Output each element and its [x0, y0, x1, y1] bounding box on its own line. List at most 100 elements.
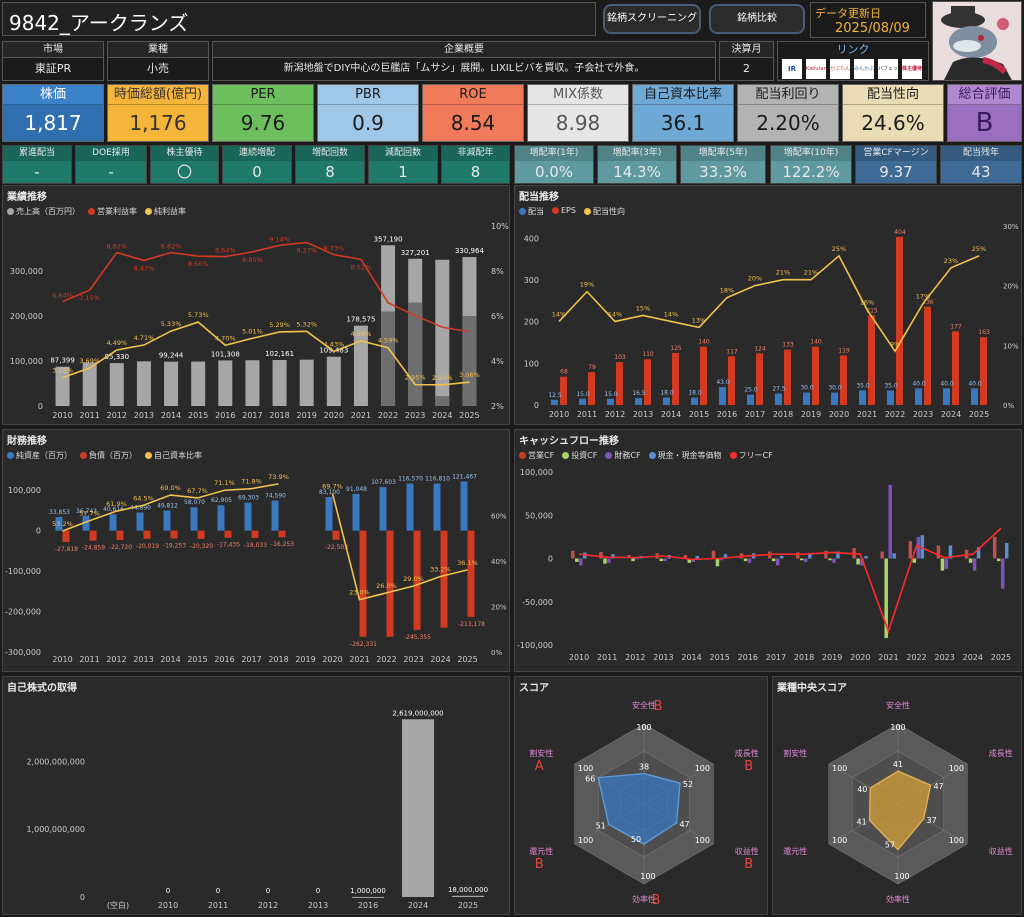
screening-button[interactable]: 銘柄スクリーニング [603, 4, 701, 34]
kpi-label: 総合評価 [948, 85, 1021, 105]
metric-label: 累進配当 [3, 146, 71, 161]
inv-cf-bar [996, 558, 1001, 562]
debt-bar [413, 530, 421, 630]
y-tick-label: 100,000 [520, 468, 553, 477]
equity-ratio-label: 36.1% [457, 559, 478, 567]
eps-label: 140 [698, 339, 710, 346]
dividend-label: 18.0 [688, 390, 702, 397]
radar-max-label: 100 [949, 764, 964, 773]
y-tick-label: 300,000 [10, 267, 43, 276]
fin-cf-bar [972, 558, 977, 571]
equity-label: 33,853 [49, 509, 70, 516]
radar-axis-label: 安全性 [632, 700, 656, 710]
radar-max-label: 100 [640, 872, 655, 881]
inv-cf-bar [940, 558, 945, 571]
dividend-chart: 0 100 200 300 400 0% 10% 20% 30% 12.5 68 2010 15.0 79… [524, 223, 1019, 419]
x-tick-label: 2010 [158, 901, 178, 910]
equity-bar [136, 512, 144, 531]
kpi-label: ROE [423, 85, 523, 105]
payout-label: 25% [972, 245, 986, 253]
dividend-label: 27.5 [772, 386, 786, 393]
equity-ratio-label: 53.2% [52, 520, 73, 528]
inv-cf-bar [800, 558, 804, 561]
fin-cf-bar [579, 558, 583, 566]
debt-label: -262,331 [350, 641, 377, 648]
update-date-box: データ更新日 2025/08/09 [810, 2, 926, 38]
legend-cash-dot [648, 452, 656, 459]
x-tick-label: 2018 [794, 653, 814, 662]
inv-cf-bar [743, 558, 748, 562]
eps-label: 125 [670, 345, 682, 352]
op-margin-label: 8.82% [161, 243, 182, 251]
eps-label: 215 [866, 308, 878, 315]
legend-debt-dot [80, 452, 87, 459]
market-value: 東証PR [34, 62, 72, 75]
legend-ratio-dot [145, 452, 152, 459]
net-margin-label: 3.06% [459, 371, 480, 379]
op-margin-label: 9.14% [269, 235, 290, 243]
op-cf-bar [571, 550, 575, 559]
dividend-bar [971, 388, 978, 405]
equity-ratio-label: 71.8% [241, 478, 262, 486]
cashflow-title: キャッシュフロー推移 [519, 436, 619, 447]
dividend-label: 43.0 [716, 379, 730, 386]
net-margin-label: 4.89% [351, 330, 372, 338]
op-margin-label: 8.73% [323, 245, 344, 253]
mascot-avatar [932, 1, 1022, 81]
y2-tick-label: 10% [1003, 342, 1019, 350]
metric-label: 減配回数 [369, 146, 437, 161]
irbank-link-icon[interactable]: IR BANK [782, 59, 804, 93]
op-margin-label: 8.66% [188, 260, 209, 268]
net-margin-line [62, 321, 470, 386]
eps-label: 103 [614, 354, 626, 361]
industry-value: 小売 [147, 62, 169, 75]
equity-ratio-label: 57.7% [79, 510, 100, 518]
y-tick-label: -100,000 [5, 567, 41, 576]
cashflow-panel: キャッシュフロー推移 営業CF 投資CF 財務CF 現金・現金等価物 フリーCF… [514, 429, 1022, 672]
x-tick-label: 2020 [324, 411, 344, 420]
perf-legend: 売上高（百万円） 営業利益率 純利益率 [7, 206, 186, 217]
minkabu-link-icon[interactable]: みんかぶ [854, 59, 874, 79]
kpi-label: 配当性向 [843, 85, 943, 105]
kpi-card: PER 9.76 [212, 84, 314, 142]
x-tick-label: 2016 [215, 411, 235, 420]
buffett-link-icon[interactable]: バフェット [878, 59, 898, 79]
debt-label: -245,355 [404, 634, 431, 641]
compare-button[interactable]: 銘柄比較 [709, 4, 805, 34]
cash-bar [779, 555, 784, 559]
kabutan-link-icon[interactable]: Kabutan [806, 59, 826, 79]
radar-area [868, 770, 932, 851]
debt-label: -19,253 [163, 542, 186, 549]
metric-card: 増配率(5年) 33.3% [680, 145, 766, 184]
inv-cf-bar [828, 558, 832, 561]
y-tick-label: 50,000 [525, 511, 553, 520]
buyback-title: 自己株式の取得 [7, 683, 77, 694]
payout-label: 15% [636, 305, 650, 313]
net-margin-label: 3.69% [79, 357, 100, 365]
x-tick-label: 2012 [605, 410, 625, 419]
buyback-label: 2,619,000,000 [392, 709, 443, 717]
legend-ratio: 自己資本比率 [154, 451, 202, 460]
fiscal-label: 決算月 [720, 42, 773, 58]
equity-bar [82, 515, 90, 531]
sales-label: 178,575 [346, 316, 375, 324]
debt-bar [143, 530, 151, 539]
eps-bar [616, 362, 623, 405]
sales-label: 327,201 [401, 249, 430, 257]
industry-label: 業種 [108, 42, 208, 58]
x-tick-label: 2020 [322, 655, 342, 664]
equity-ratio-label: 67.7% [187, 487, 208, 495]
op-margin-label: 9.27% [296, 246, 317, 254]
payout-label: 13% [692, 316, 706, 324]
x-tick-label: 2016 [738, 653, 758, 662]
perf-title: 業績推移 [7, 192, 47, 203]
kabutan2-link-icon[interactable]: かぶたん [830, 59, 850, 79]
buyback-label: 0 [316, 887, 320, 895]
y-tick-label: 100 [524, 359, 539, 368]
legend-fincf-dot [605, 452, 613, 459]
yutai-link-icon[interactable]: 株主優待 [902, 59, 922, 79]
payout-label: 16% [860, 299, 874, 307]
metric-value: 9.37 [879, 163, 913, 181]
eps-bar [728, 356, 735, 405]
